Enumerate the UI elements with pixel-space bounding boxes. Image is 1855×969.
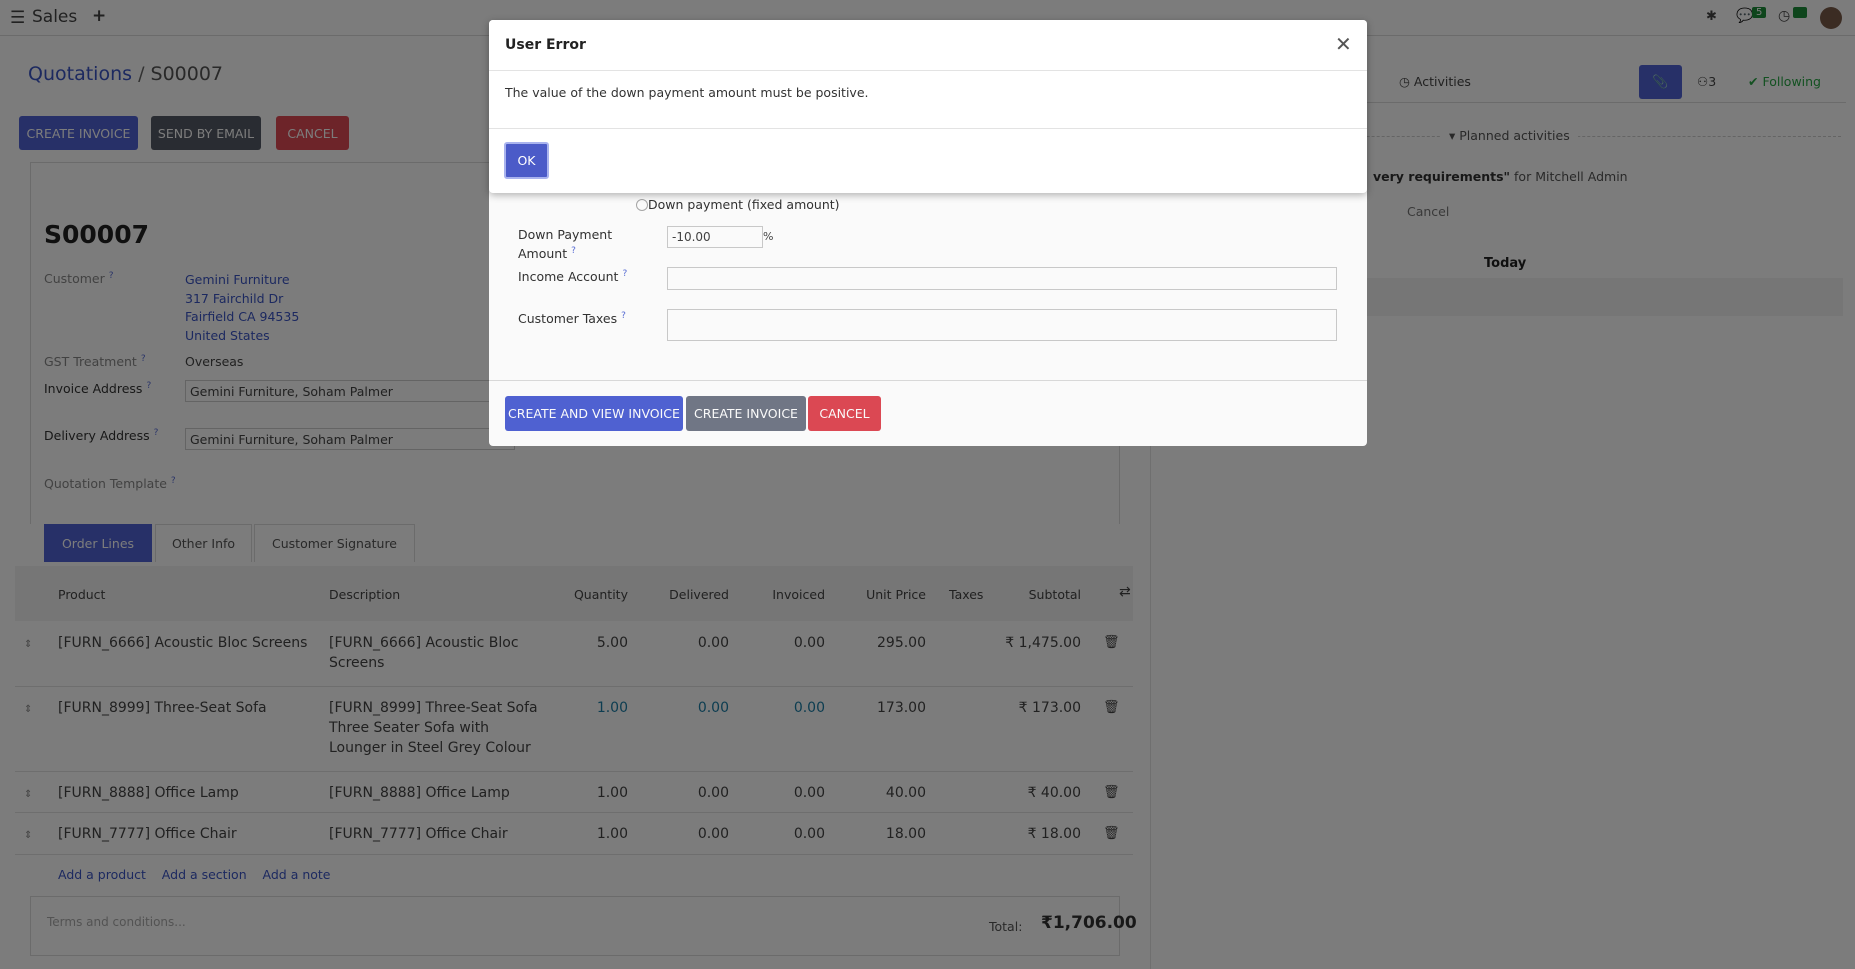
user-error-dialog: User Error ✕ The value of the down payme… [489,20,1367,193]
down-payment-amount-label: Down Payment Amount ? [518,227,613,262]
wizard-create-invoice-button[interactable]: CREATE INVOICE [686,396,806,431]
customer-taxes-input[interactable] [667,309,1337,341]
close-icon[interactable]: ✕ [1335,32,1352,56]
footer-divider [489,128,1367,129]
income-account-input[interactable] [667,267,1337,290]
wizard-cancel-button[interactable]: CANCEL [808,396,881,431]
error-message: The value of the down payment amount mus… [505,85,869,100]
customer-taxes-label: Customer Taxes ? [518,311,626,327]
header-divider [489,70,1367,71]
percent-sign: % [763,230,774,243]
radio-fixed-amount[interactable] [636,199,648,211]
radio-fixed-amount-label[interactable]: Down payment (fixed amount) [648,197,840,212]
income-account-label: Income Account ? [518,269,628,285]
create-and-view-invoice-button[interactable]: CREATE AND VIEW INVOICE [505,396,683,431]
footer-divider [489,380,1367,381]
down-payment-amount-input[interactable]: -10.00 [667,226,763,248]
dialog-title: User Error [505,37,586,53]
ok-button[interactable]: OK [504,142,549,179]
